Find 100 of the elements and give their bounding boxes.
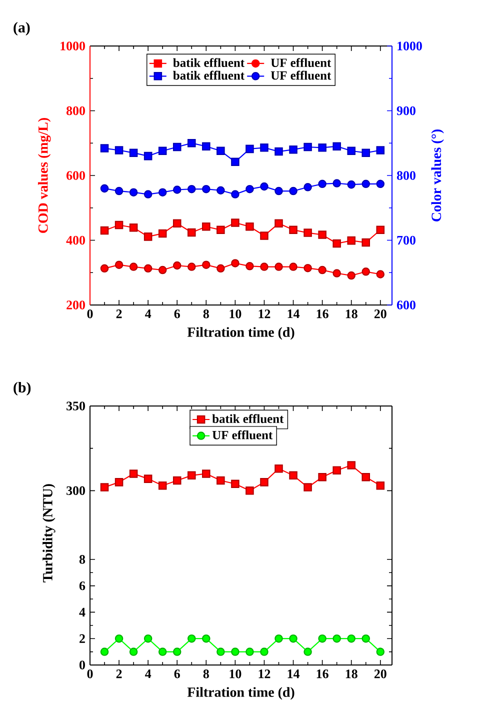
point: [188, 471, 196, 480]
point: [172, 476, 182, 485]
point: [304, 183, 312, 192]
point: [318, 266, 326, 274]
chart-title: (b): [14, 382, 31, 396]
y-axis-title: COD values (mg/L): [38, 118, 51, 233]
point: [188, 184, 196, 194]
x-tick-label: 0: [87, 670, 93, 678]
point: [332, 466, 341, 474]
x-tick-label: 6: [174, 670, 180, 678]
point: [260, 478, 268, 486]
point: [246, 144, 254, 154]
point: [289, 262, 298, 271]
y-tick-label: 6: [79, 581, 86, 590]
y2-tick-label: 900: [396, 106, 416, 116]
point: [332, 269, 341, 278]
point: [347, 271, 356, 280]
point: [158, 229, 167, 238]
point: [274, 186, 283, 196]
point: [274, 464, 283, 473]
point: [188, 138, 196, 148]
point: [289, 226, 298, 234]
point: [376, 481, 385, 490]
point: [304, 483, 312, 492]
point: [158, 188, 167, 196]
point: [332, 142, 341, 150]
point: [231, 158, 240, 166]
x-tick-label: 16: [316, 670, 328, 678]
point: [202, 260, 210, 269]
point: [274, 219, 283, 228]
point: [318, 180, 326, 188]
y2-tick-label: 600: [396, 300, 416, 310]
point: [202, 142, 210, 150]
x-tick-label: 4: [145, 310, 152, 318]
point: [260, 232, 268, 240]
x-tick-label: 14: [288, 310, 300, 318]
point: [188, 228, 196, 237]
x-tick-label: 6: [174, 310, 180, 318]
y2-axis-title: Color values (°): [431, 130, 444, 222]
chart-title: (a): [14, 22, 30, 36]
point: [202, 184, 210, 194]
point: [231, 218, 240, 227]
point: [246, 184, 254, 194]
y-tick-label: 400: [66, 236, 85, 245]
point: [304, 264, 312, 272]
x-tick-label: 14: [288, 670, 300, 678]
point: [100, 144, 109, 152]
point: [376, 146, 385, 154]
point: [289, 186, 298, 196]
point: [114, 186, 124, 196]
point: [144, 152, 152, 160]
x-tick-label: 20: [374, 670, 386, 678]
legend-label: batik effluent: [173, 70, 244, 80]
point: [376, 270, 385, 278]
point: [100, 184, 109, 193]
y-tick-label: 350: [66, 402, 85, 410]
point: [172, 219, 182, 228]
point: [246, 486, 254, 495]
y-tick-label: 200: [66, 300, 85, 310]
point: [100, 264, 109, 273]
y-tick-label: 8: [79, 555, 86, 564]
y-tick-label: 1000: [60, 42, 85, 50]
x-axis-title: Filtration time (d): [187, 687, 294, 700]
point: [347, 236, 356, 245]
point: [216, 226, 225, 234]
point: [231, 190, 240, 198]
y-tick-label: 300: [66, 486, 85, 496]
point: [260, 182, 268, 191]
point: [129, 262, 138, 271]
point: [362, 238, 370, 247]
point: [274, 147, 283, 156]
point: [216, 476, 225, 485]
x-tick-label: 10: [230, 310, 242, 318]
y-tick-label: 2: [80, 634, 85, 643]
point: [260, 262, 268, 271]
x-tick-label: 18: [346, 670, 358, 678]
y-tick-label: 600: [66, 171, 85, 180]
legend-label: batik effluent: [173, 58, 244, 68]
x-tick-label: 8: [203, 310, 209, 318]
point: [246, 262, 254, 270]
legend-label: UF effluent: [270, 70, 332, 80]
legend-label: batik effluent: [212, 414, 284, 424]
point: [362, 148, 370, 157]
point: [144, 232, 152, 241]
point: [158, 481, 167, 490]
x-tick-label: 4: [145, 670, 152, 678]
y2-tick-label: 1000: [398, 42, 422, 50]
x-tick-label: 2: [116, 670, 122, 678]
point: [347, 180, 356, 189]
y2-tick-label: 800: [396, 171, 416, 180]
x-tick-label: 20: [374, 310, 386, 318]
point: [216, 146, 225, 156]
point: [129, 223, 138, 232]
point: [246, 222, 254, 231]
point: [158, 266, 167, 274]
point: [216, 186, 225, 195]
point: [129, 188, 138, 196]
point: [332, 239, 341, 248]
point: [289, 471, 298, 480]
point: [129, 148, 138, 157]
